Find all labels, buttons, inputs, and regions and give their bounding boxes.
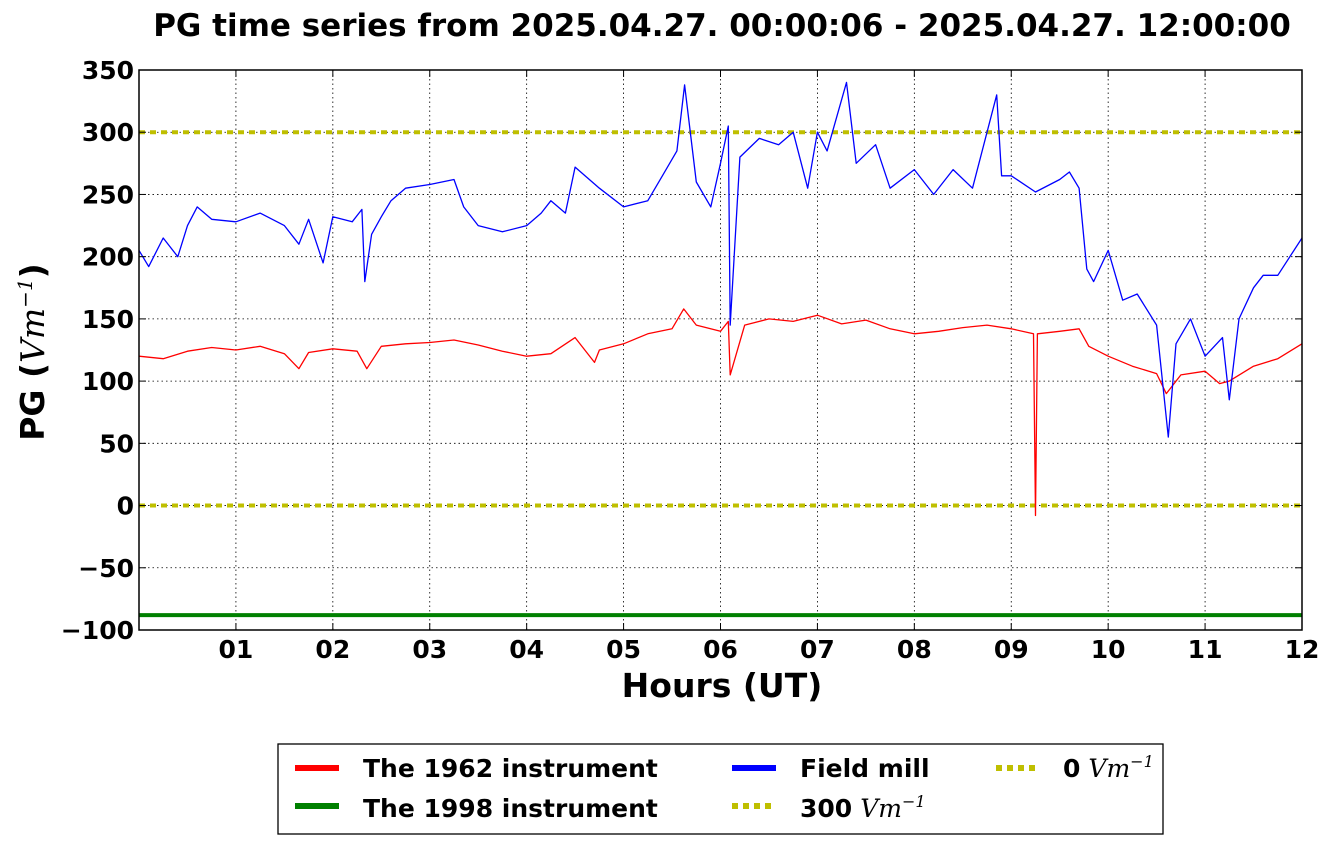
ticks [139, 69, 1303, 631]
legend-label-1962: The 1962 instrument [363, 754, 658, 783]
y-tick-labels: −100 −50 0 50 100 150 200 250 300 350 [61, 56, 134, 645]
x-tick-label: 12 [1285, 635, 1320, 664]
x-tick-label: 07 [800, 635, 835, 664]
data-series [138, 81, 1303, 618]
legend-0-unit-exp: −1 [1130, 752, 1154, 771]
y-tick-label: 350 [82, 56, 134, 85]
y-tick-label: 250 [82, 180, 134, 209]
x-axis-label: Hours (UT) [622, 666, 823, 705]
grid [139, 70, 1302, 630]
y-tick-label: −50 [78, 554, 134, 583]
x-tick-label: 10 [1091, 635, 1126, 664]
x-tick-label: 04 [509, 635, 544, 664]
legend-300-value: 300 [800, 794, 852, 823]
x-tick-label: 09 [994, 635, 1029, 664]
reference-lines [139, 130, 1302, 508]
legend: The 1962 instrument The 1998 instrument … [277, 743, 1164, 835]
y-tick-label: −100 [61, 616, 134, 645]
legend-300-unit: Vm [860, 794, 902, 823]
y-tick-label: 50 [99, 429, 134, 458]
legend-label-field-mill: Field mill [800, 754, 930, 783]
y-tick-label: 150 [82, 305, 134, 334]
y-tick-label: 0 [117, 492, 134, 521]
legend-frame [277, 743, 1164, 835]
series-line-the-1962-instrument [138, 308, 1303, 517]
legend-0-unit: Vm [1088, 754, 1130, 783]
x-tick-label: 02 [315, 635, 350, 664]
y-tick-label: 100 [82, 367, 134, 396]
x-tick-label: 11 [1188, 635, 1223, 664]
y-tick-label: 300 [82, 118, 134, 147]
y-tick-label: 200 [82, 243, 134, 272]
legend-0-value: 0 [1063, 754, 1080, 783]
chart-title: PG time series from 2025.04.27. 00:00:06… [153, 8, 1291, 44]
legend-label-0: 0 Vm−1 [1063, 752, 1154, 783]
y-axis-label-text: PG ( [13, 363, 52, 441]
x-tick-labels: 01 02 03 04 05 06 07 08 09 10 11 12 [219, 635, 1320, 664]
x-tick-label: 03 [412, 635, 447, 664]
y-axis-label: PG (Vm−1) [13, 263, 52, 441]
y-axis-label-close: ) [13, 263, 52, 278]
series-line-field-mill [138, 81, 1303, 438]
x-tick-label: 06 [703, 635, 738, 664]
x-tick-label: 05 [606, 635, 641, 664]
x-tick-label: 08 [897, 635, 932, 664]
legend-label-300: 300 Vm−1 [800, 792, 926, 823]
x-tick-label: 01 [219, 635, 254, 664]
y-axis-label-unit-exp: −1 [13, 278, 37, 307]
legend-label-1998: The 1998 instrument [363, 794, 658, 823]
y-axis-label-unit: Vm [13, 308, 52, 363]
legend-300-unit-exp: −1 [902, 792, 926, 811]
